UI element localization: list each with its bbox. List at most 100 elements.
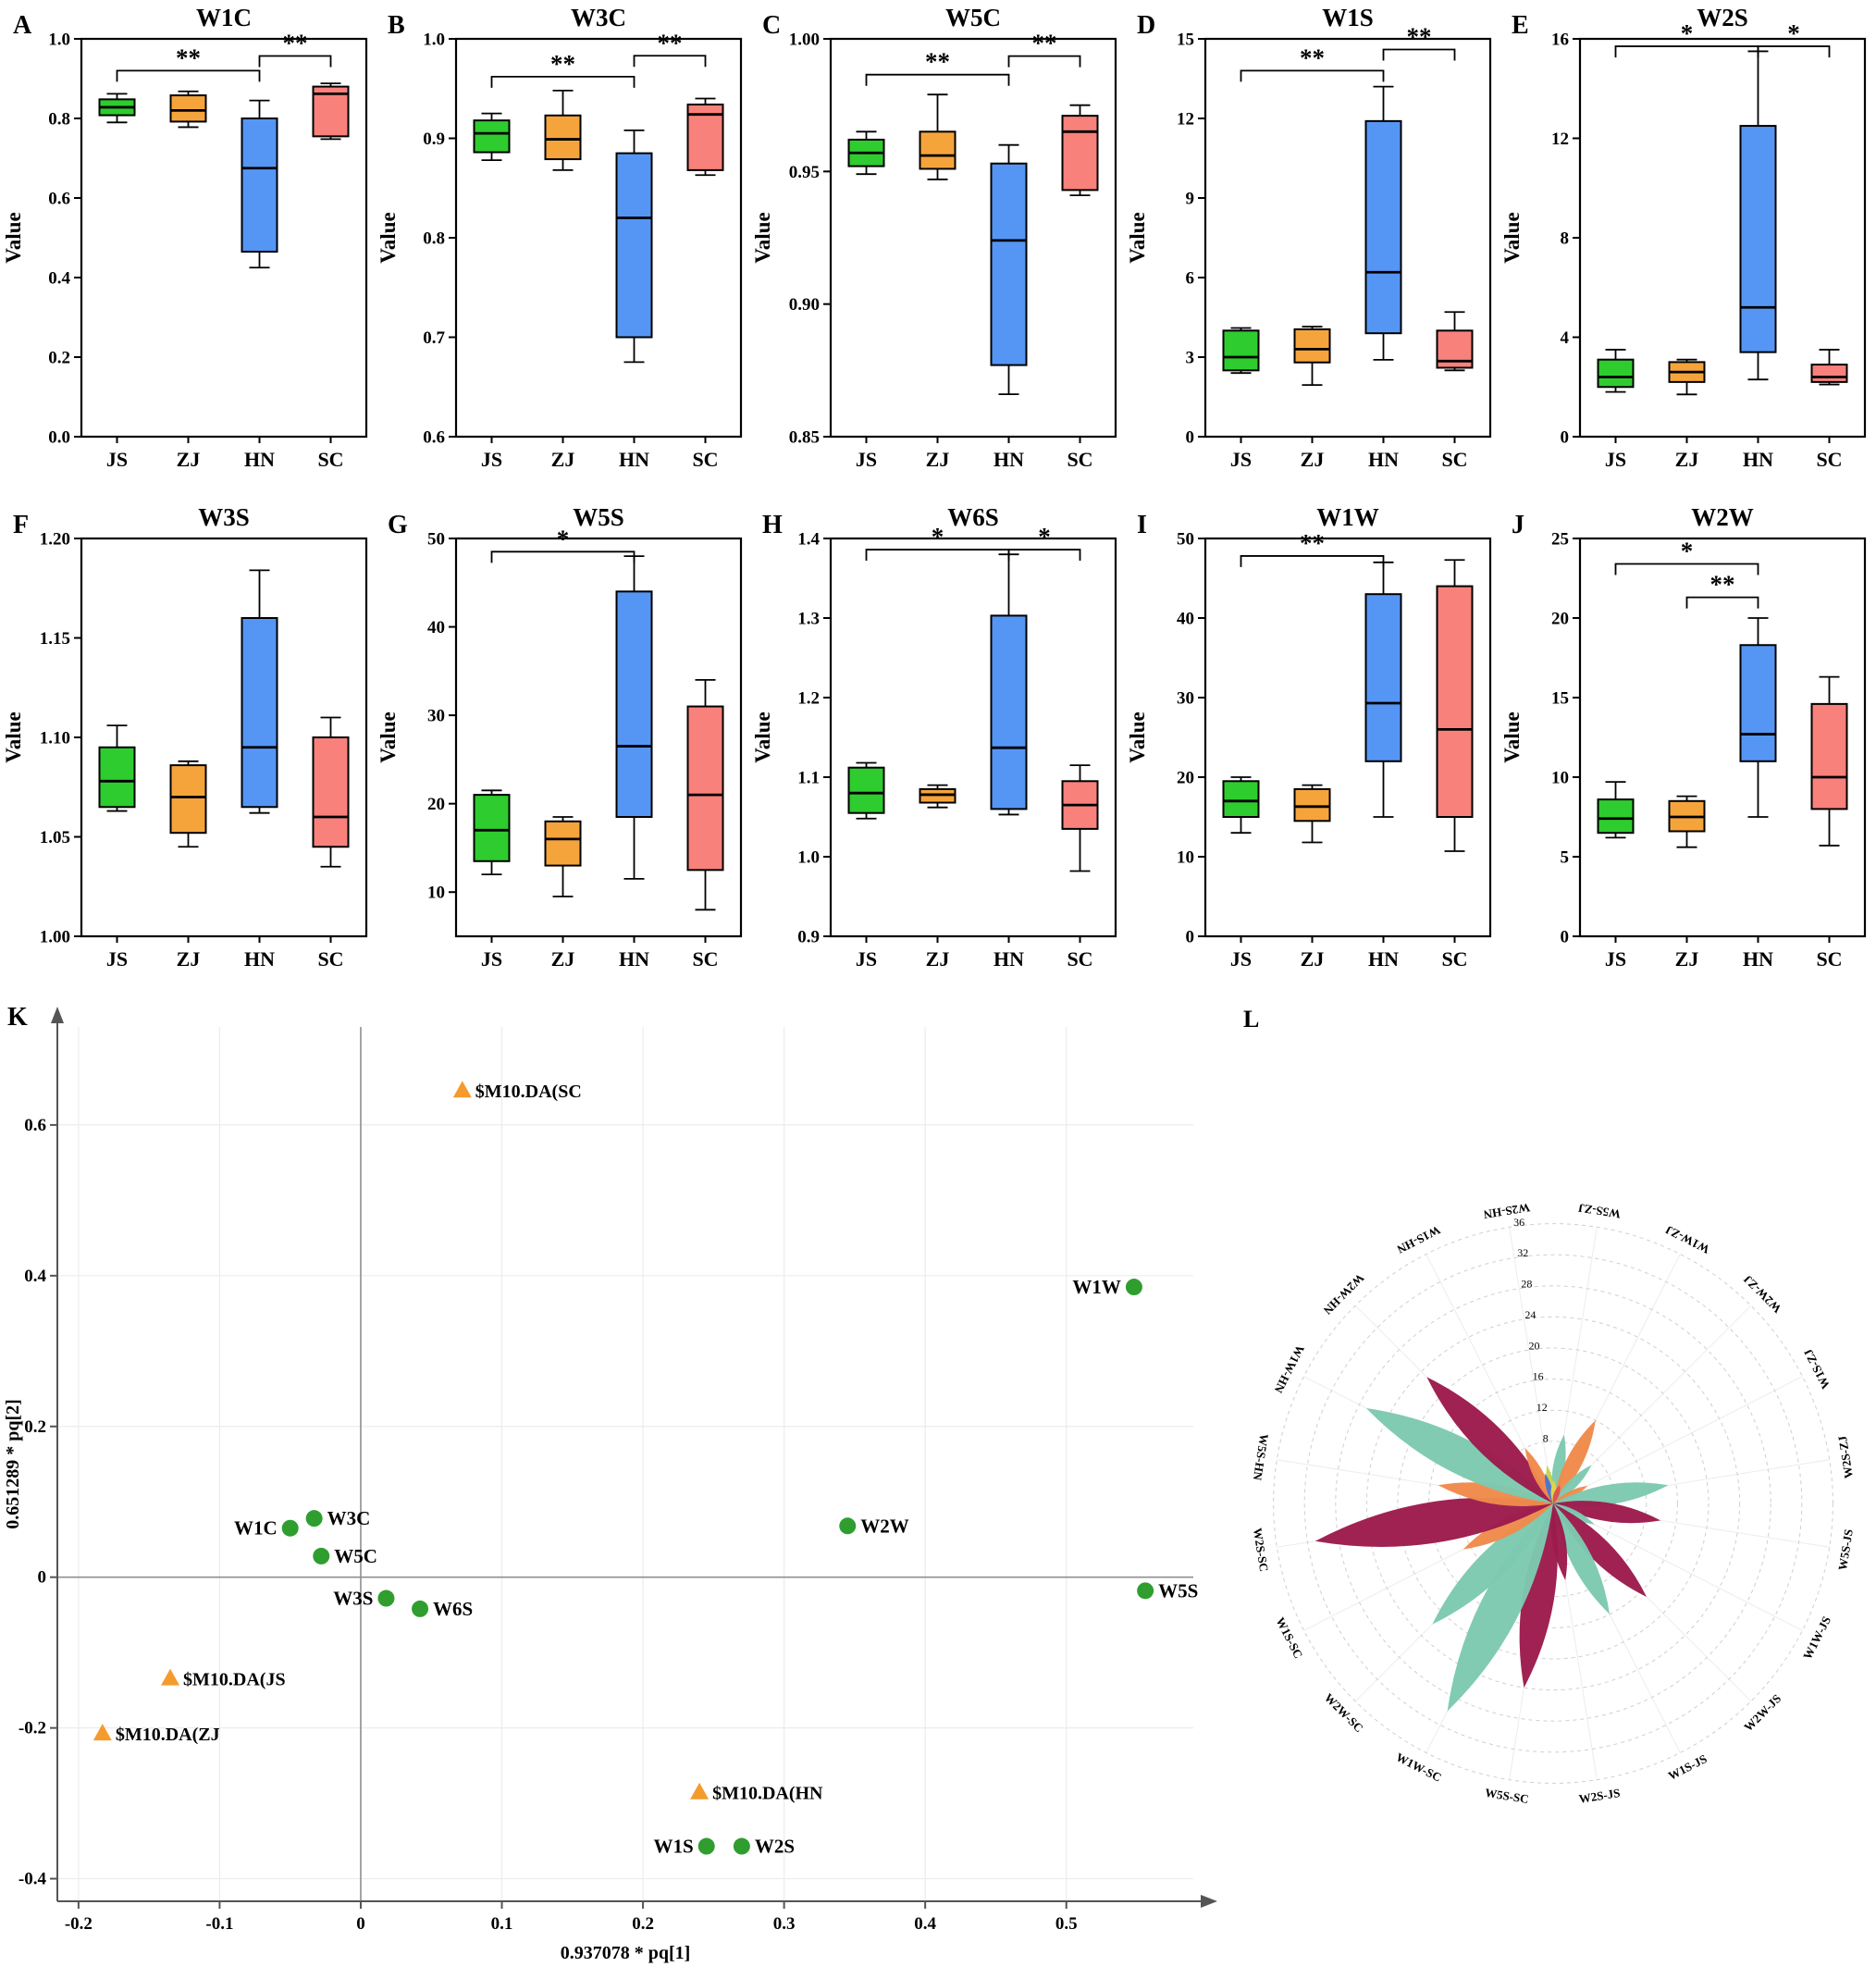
triangle-label: $M10.DA(SC: [475, 1082, 582, 1102]
x-category-label: ZJ: [1301, 448, 1325, 471]
y-tick-label: 0.2: [48, 349, 70, 368]
rose-plot-panel: 8 12 16 20 24 28 32 36 W5S-ZJ W1W-ZJ W2W-ZJ W1S-ZJ W…: [1230, 999, 1876, 1975]
y-tick-label: 40: [1177, 610, 1194, 629]
x-category-label: SC: [1441, 448, 1467, 471]
y-axis-label: Value: [1500, 212, 1524, 263]
x-category-label: HN: [1368, 448, 1399, 471]
box-SC: [686, 705, 724, 872]
plot-frame: [829, 537, 1117, 938]
rose-rtick-label: 24: [1524, 1308, 1536, 1321]
panel-letter: H: [762, 511, 783, 539]
x-category-label: SC: [317, 947, 343, 971]
petal-W1W-JS: [1553, 1503, 1595, 1525]
x-category-label: JS: [856, 947, 877, 971]
y-tick-label: 40: [427, 618, 445, 637]
y-tick-label: 0.8: [423, 229, 445, 249]
sig-label: **: [283, 29, 308, 56]
x-category-label: HN: [1743, 448, 1773, 471]
box-ZJ: [169, 94, 207, 123]
triangle-point: [161, 1668, 180, 1686]
box-HN: [1364, 593, 1402, 762]
panel-title: W1W: [1316, 503, 1379, 531]
x-tick-label: -0.2: [65, 1914, 93, 1934]
x-category-label: JS: [106, 448, 128, 471]
x-tick-label: 0: [356, 1914, 365, 1934]
x-tick-label: 0.4: [914, 1914, 936, 1934]
rose-label-W1W-SC: W1W-SC: [1394, 1750, 1444, 1784]
panel-letter: B: [388, 11, 405, 40]
y-tick-label: 12: [1551, 130, 1569, 149]
box-HN: [241, 617, 278, 809]
loading-plot: -0.2 -0.1 0 0.1 0.2 0.3 0.4 0.5 -0.4 -0.2 0 0.2 0.4 0…: [3, 1003, 1217, 1963]
rose-plot: 812162024283236W5S-ZJW1W-ZJW2W-ZJW1S-ZJW…: [1243, 1006, 1856, 1806]
box-HN: [615, 152, 653, 339]
panel-W1S: D W1S Value 0 3 6 9 12 15 JS ZJ HN SC ** **: [1124, 0, 1499, 500]
sig-bracket: [865, 549, 1010, 562]
petal-W1W-HN: [1365, 1408, 1553, 1503]
plot-frame: [1578, 537, 1867, 938]
y-tick-label: 0.2: [24, 1417, 46, 1437]
y-tick-label: 0.90: [789, 295, 820, 315]
y-tick-label: 12: [1177, 110, 1194, 130]
x-tick-label: 0.1: [491, 1914, 513, 1934]
x-category-label: JS: [481, 448, 502, 471]
rose-spoke: [1552, 1305, 1752, 1504]
rose-label-W5S-SC: W5S-SC: [1484, 1786, 1529, 1806]
y-tick-label: -0.2: [19, 1719, 46, 1738]
box-ZJ: [169, 764, 207, 835]
panel-W6S: H W6S Value 0.9 1.0 1.1 1.2 1.3 1.4 JS ZJ HN SC * *: [749, 500, 1124, 999]
panel-letter: L: [1243, 1006, 1259, 1033]
panel-title: W5S: [573, 503, 624, 531]
triangle-label: $M10.DA(JS: [183, 1670, 286, 1690]
sig-bracket: [116, 69, 261, 82]
sig-bracket: [1685, 596, 1759, 609]
sig-label: **: [1032, 30, 1057, 57]
panel-letter: A: [13, 11, 32, 40]
x-category-label: JS: [1230, 448, 1252, 471]
y-tick-label: 0.8: [48, 110, 70, 130]
x-category-label: SC: [1441, 947, 1467, 971]
box-HN: [1739, 125, 1777, 353]
sig-bracket: [865, 73, 1010, 86]
sig-label: **: [925, 48, 950, 76]
box-ZJ: [919, 130, 957, 170]
y-tick-label: 0.0: [48, 428, 70, 448]
panel-letter: G: [388, 511, 408, 539]
y-tick-label: 20: [427, 795, 445, 814]
rose-grid-circle: [1397, 1347, 1709, 1660]
y-axis-label: Value: [751, 711, 774, 762]
rose-label-W1S-ZJ: W1S-ZJ: [1801, 1346, 1833, 1391]
sig-label: *: [1681, 19, 1694, 47]
bottom-row: -0.2 -0.1 0 0.1 0.2 0.3 0.4 0.5 -0.4 -0.2 0 0.2 0.4 0…: [0, 999, 1876, 1975]
y-tick-label: 20: [1177, 769, 1194, 788]
y-tick-label: 25: [1551, 530, 1569, 550]
point-label-W6S: W6S: [433, 1598, 473, 1620]
y-tick-label: 1.1: [797, 769, 820, 788]
y-axis-label: Value: [751, 212, 774, 263]
point-W1S: [697, 1837, 715, 1855]
y-tick-label: 0.4: [24, 1267, 46, 1286]
y-tick-label: 50: [1177, 530, 1194, 550]
rose-rtick-label: 20: [1529, 1339, 1540, 1352]
y-tick-label: 3: [1186, 349, 1195, 368]
panel-W1W: I W1W Value 0 10 20 30 40 50 JS ZJ HN SC **: [1124, 500, 1499, 999]
plot-frame: [829, 37, 1117, 439]
x-category-label: SC: [1067, 947, 1092, 971]
point-W5C: [313, 1547, 330, 1565]
x-category-label: ZJ: [1675, 448, 1699, 471]
x-category-label: ZJ: [177, 947, 201, 971]
y-tick-label: 16: [1551, 31, 1569, 50]
rose-label-W5S-JS: W5S-JS: [1835, 1528, 1856, 1572]
box-JS: [1222, 780, 1260, 818]
y-tick-label: 0.7: [423, 328, 445, 348]
point-label-W2W: W2W: [860, 1515, 909, 1537]
panel-W5S: G W5S Value 10 20 30 40 50 JS ZJ HN SC *: [375, 500, 749, 999]
y-tick-label: 1.20: [40, 530, 70, 550]
x-category-label: SC: [1067, 448, 1092, 471]
y-axis-arrow: [51, 1007, 64, 1023]
y-tick-label: 1.05: [40, 828, 70, 847]
y-axis-label: Value: [1126, 711, 1149, 762]
box-HN: [241, 118, 278, 254]
plot-frame: [1203, 37, 1492, 439]
x-category-label: ZJ: [177, 448, 201, 471]
